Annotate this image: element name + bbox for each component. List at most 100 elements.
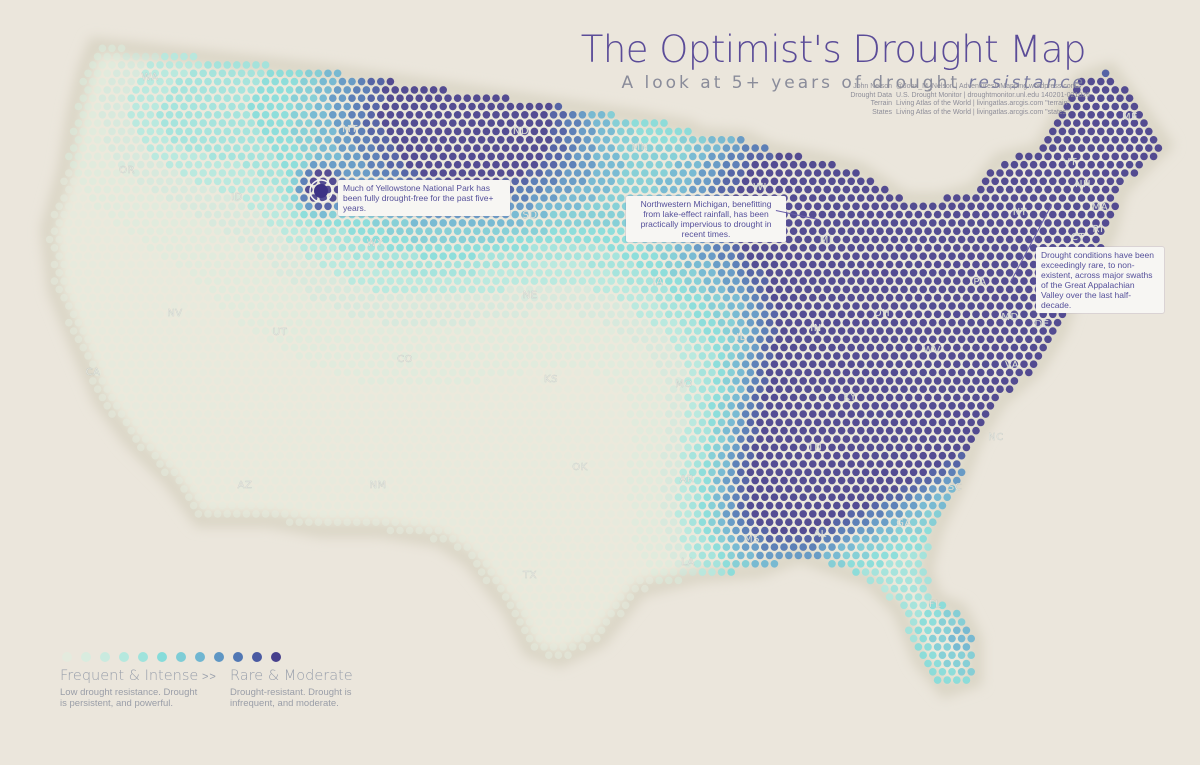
hex-cell [559, 443, 567, 452]
hex-cell [617, 360, 625, 369]
hex-cell [161, 119, 169, 127]
hex-cell [924, 327, 932, 335]
hex-cell [521, 227, 529, 235]
hex-cell [981, 377, 990, 385]
hex-cell [876, 310, 884, 319]
hex-cell [89, 127, 97, 136]
hex-cell [458, 302, 467, 310]
hex-cell [1087, 160, 1095, 169]
hex-cell [391, 169, 400, 177]
hex-cell [929, 468, 937, 477]
hex-cell [501, 493, 510, 502]
hex-cell [132, 202, 140, 211]
hex-cell [353, 169, 361, 177]
hex-cell [482, 460, 491, 468]
hex-cell [924, 310, 932, 319]
hex-cell [218, 368, 227, 377]
hex-cell [261, 426, 270, 435]
hex-cell [492, 227, 500, 235]
hex-cell [506, 402, 515, 410]
hex-cell [722, 377, 731, 385]
hex-cell [967, 269, 975, 277]
hex-cell [545, 185, 553, 194]
hex-cell [386, 510, 395, 518]
hex-cell [401, 219, 409, 227]
hex-cell [948, 252, 956, 260]
hex-cell [357, 377, 366, 385]
hex-cell [266, 385, 275, 394]
hex-cell [468, 119, 476, 127]
hex-cell [127, 327, 135, 335]
hex-cell [425, 144, 433, 152]
hex-cell [833, 368, 841, 377]
hex-cell [377, 426, 385, 435]
hex-cell [228, 86, 236, 94]
hex-cell [617, 160, 625, 169]
hex-cell [857, 393, 865, 402]
hex-cell [113, 119, 121, 127]
hex-cell [449, 468, 457, 477]
hex-cell [871, 501, 879, 510]
hex-cell [261, 210, 270, 219]
hex-cell [631, 285, 639, 294]
hex-cell [569, 127, 577, 136]
hex-cell [449, 169, 457, 177]
hex-cell [626, 360, 635, 369]
hex-cell [1116, 160, 1124, 169]
hex-cell [665, 343, 673, 352]
hex-cell [578, 410, 587, 418]
hex-cell [655, 160, 663, 169]
hex-cell [410, 335, 419, 344]
hex-cell [607, 460, 615, 468]
hex-cell [281, 77, 289, 86]
hex-cell [593, 385, 601, 394]
hex-cell [242, 244, 251, 252]
hex-cell [309, 177, 318, 186]
hex-cell [444, 94, 452, 102]
hex-cell [650, 152, 659, 161]
hex-cell [1049, 177, 1057, 186]
hex-cell [578, 310, 587, 319]
hex-cell [117, 327, 126, 335]
hex-cell [554, 136, 563, 144]
hex-cell [540, 127, 548, 136]
hex-cell [713, 476, 721, 485]
hex-cell [261, 493, 270, 502]
hex-cell [876, 244, 884, 252]
hex-cell [837, 410, 846, 418]
hex-cell [684, 443, 692, 452]
hex-cell [468, 435, 476, 443]
hex-cell [607, 144, 615, 152]
hex-cell [237, 335, 246, 344]
hex-cell [132, 86, 140, 94]
hex-cell [626, 127, 635, 136]
hex-cell [213, 426, 222, 435]
hex-cell [977, 402, 985, 410]
hex-cell [285, 69, 294, 78]
hex-cell [756, 518, 764, 526]
hex-cell [962, 327, 971, 335]
hex-cell [84, 119, 92, 127]
hex-cell [194, 194, 203, 202]
hex-cell [473, 144, 481, 152]
hex-cell [914, 510, 923, 518]
hex-cell [924, 426, 932, 435]
hex-cell [300, 476, 308, 485]
hex-cell [429, 451, 438, 460]
hex-cell [564, 235, 572, 244]
hex-cell [161, 269, 169, 277]
hex-cell [972, 310, 980, 319]
hex-cell [218, 285, 227, 294]
hex-cell [218, 86, 227, 94]
hex-cell [127, 310, 135, 319]
hex-cell [530, 310, 539, 319]
hex-cell [333, 335, 342, 344]
hex-cell [1010, 260, 1019, 269]
hex-cell [501, 410, 510, 418]
hex-cell [252, 360, 260, 369]
hex-cell [953, 293, 961, 302]
hex-cell [665, 177, 673, 186]
hex-cell [266, 252, 275, 260]
hex-cell [569, 177, 577, 186]
hex-cell [713, 510, 721, 518]
